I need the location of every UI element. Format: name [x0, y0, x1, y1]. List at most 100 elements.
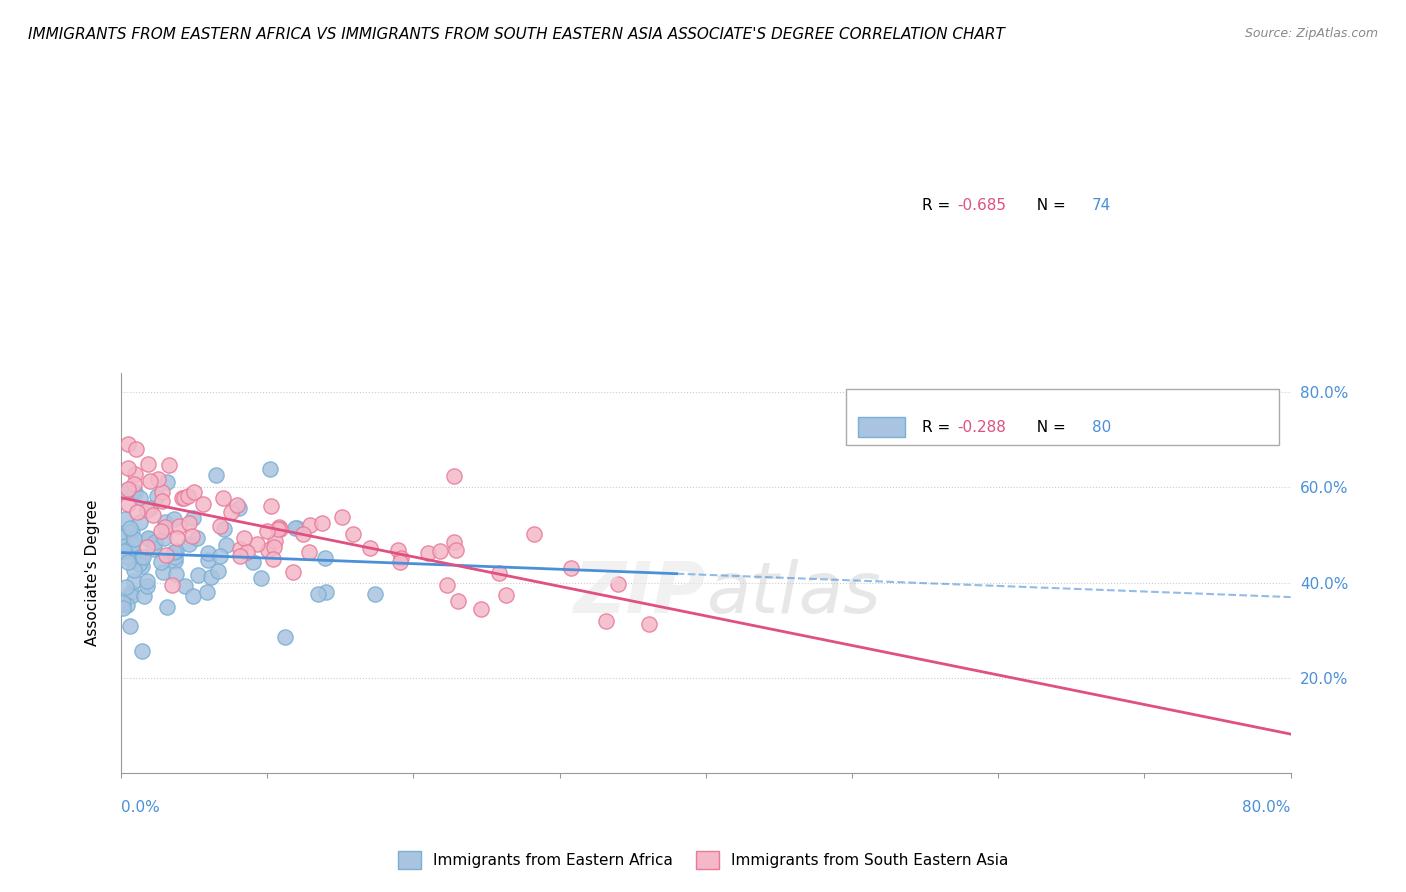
Point [131, 552, 153, 566]
Point [299, 517, 322, 532]
Point [443, 468, 465, 483]
Text: Source: ZipAtlas.com: Source: ZipAtlas.com [1244, 27, 1378, 40]
Point [638, 617, 661, 632]
Point [262, 552, 284, 566]
Point [122, 483, 145, 498]
FancyBboxPatch shape [858, 198, 904, 218]
Point [187, 567, 209, 582]
Point [311, 516, 333, 531]
Point [131, 559, 153, 574]
Point [157, 458, 180, 473]
Point [124, 442, 146, 456]
Text: N =: N = [1028, 198, 1071, 213]
Point [143, 535, 166, 549]
Point [209, 519, 232, 533]
Point [112, 544, 135, 558]
Point [269, 522, 291, 536]
Point [208, 549, 231, 563]
Point [114, 580, 136, 594]
Point [256, 543, 278, 558]
Point [167, 519, 190, 533]
Point [607, 576, 630, 591]
Point [560, 560, 582, 574]
Point [292, 527, 315, 541]
Point [181, 510, 204, 524]
Point [125, 505, 148, 519]
Point [191, 497, 214, 511]
Point [124, 467, 146, 482]
Point [128, 557, 150, 571]
Point [166, 544, 188, 558]
Point [205, 467, 228, 482]
Point [221, 505, 243, 519]
Point [111, 529, 134, 543]
Point [250, 571, 273, 585]
Point [259, 462, 281, 476]
Point [163, 554, 186, 568]
Point [122, 563, 145, 577]
Point [197, 585, 219, 599]
Point [228, 542, 250, 557]
FancyBboxPatch shape [858, 417, 904, 437]
Point [145, 489, 167, 503]
Text: -0.685: -0.685 [957, 198, 1007, 213]
Point [177, 537, 200, 551]
Point [111, 601, 134, 615]
Point [163, 545, 186, 559]
Point [359, 541, 381, 555]
Point [138, 532, 160, 546]
Point [150, 494, 173, 508]
Point [122, 477, 145, 491]
Text: R =: R = [922, 198, 955, 213]
Point [114, 512, 136, 526]
Point [148, 472, 170, 486]
Point [117, 497, 139, 511]
Point [391, 550, 413, 565]
Point [129, 491, 152, 505]
Point [152, 565, 174, 579]
Point [121, 524, 143, 538]
Point [143, 541, 166, 556]
Point [136, 457, 159, 471]
Point [165, 567, 187, 582]
Point [314, 551, 336, 566]
Point [495, 588, 517, 602]
Point [186, 531, 208, 545]
Point [118, 618, 141, 632]
Point [363, 587, 385, 601]
Point [122, 545, 145, 559]
Point [117, 555, 139, 569]
Text: -0.288: -0.288 [957, 420, 1007, 434]
Point [332, 509, 354, 524]
FancyBboxPatch shape [846, 390, 1279, 445]
Point [236, 545, 259, 559]
Point [162, 512, 184, 526]
Point [522, 526, 544, 541]
Point [197, 553, 219, 567]
Point [153, 515, 176, 529]
Point [212, 491, 235, 505]
Point [226, 498, 249, 512]
Point [117, 461, 139, 475]
Point [315, 585, 337, 599]
Point [120, 589, 142, 603]
Point [118, 521, 141, 535]
Point [117, 436, 139, 450]
Y-axis label: Associate's Degree: Associate's Degree [86, 500, 100, 647]
Point [595, 615, 617, 629]
Point [117, 482, 139, 496]
Point [207, 564, 229, 578]
Point [232, 532, 254, 546]
Point [263, 540, 285, 554]
Point [136, 579, 159, 593]
Point [436, 577, 458, 591]
Point [135, 503, 157, 517]
Point [256, 524, 278, 538]
Point [139, 501, 162, 516]
Text: 80: 80 [1092, 420, 1111, 434]
Point [166, 532, 188, 546]
Text: 80.0%: 80.0% [1243, 799, 1291, 814]
Point [155, 548, 177, 562]
Point [156, 475, 179, 489]
Point [114, 483, 136, 498]
